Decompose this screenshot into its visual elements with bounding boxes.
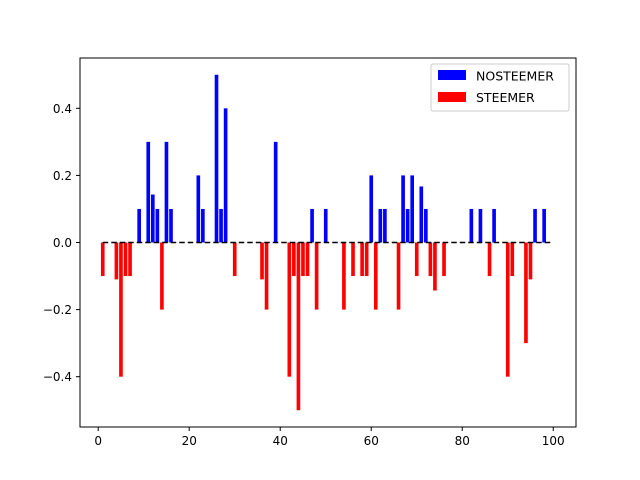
bar-steemer-91 — [510, 242, 515, 277]
x-tick-label: 60 — [364, 434, 379, 448]
bar-steemer-45 — [301, 242, 305, 277]
bar-steemer-74 — [433, 242, 437, 291]
bar-nosteemer-23 — [201, 208, 205, 243]
bar-nosteemer-71 — [419, 186, 424, 243]
legend-swatch-nosteemer — [438, 70, 466, 80]
bar-steemer-43 — [292, 242, 296, 277]
bar-steemer-58 — [360, 242, 364, 277]
bar-steemer-56 — [351, 242, 355, 277]
bar-nosteemer-98 — [542, 208, 546, 243]
y-tick-label: 0.2 — [53, 169, 72, 183]
bar-nosteemer-27 — [219, 208, 223, 243]
legend-label-nosteemer: NOSTEEMER — [476, 69, 554, 84]
x-tick-label: 100 — [542, 434, 565, 448]
bar-steemer-59 — [364, 242, 369, 277]
bar-steemer-61 — [373, 242, 378, 310]
bar-nosteemer-60 — [369, 175, 374, 243]
x-tick-label: 0 — [94, 434, 102, 448]
y-axis: −0.4 −0.2 0.0 0.2 0.4 — [43, 102, 80, 384]
bar-steemer-66 — [396, 242, 401, 310]
bar-steemer-86 — [487, 242, 492, 277]
bar-nosteemer-28 — [223, 108, 228, 243]
bar-nosteemer-12 — [150, 194, 155, 243]
bar-steemer-37 — [264, 242, 269, 310]
bar-steemer-44 — [296, 242, 301, 411]
bar-steemer-48 — [314, 242, 319, 310]
bar-steemer-4 — [114, 242, 119, 280]
bar-steemer-7 — [128, 242, 132, 277]
bar-nosteemer-50 — [323, 208, 328, 243]
bar-steemer-6 — [123, 242, 128, 277]
bar-steemer-36 — [260, 242, 264, 280]
x-axis: 0 20 40 60 80 100 — [94, 427, 565, 448]
legend-swatch-steemer — [438, 92, 466, 102]
y-tick-label: 0.4 — [53, 102, 72, 116]
bar-steemer-54 — [342, 242, 346, 310]
bar-steemer-94 — [524, 242, 528, 344]
y-tick-label: 0.0 — [53, 236, 72, 250]
bar-steemer-46 — [305, 242, 310, 277]
bar-steemer-14 — [160, 242, 164, 310]
legend-label-steemer: STEEMER — [476, 90, 535, 105]
x-tick-label: 20 — [182, 434, 197, 448]
bar-steemer-30 — [232, 242, 237, 277]
x-tick-label: 40 — [273, 434, 288, 448]
bar-nosteemer-82 — [469, 208, 474, 243]
bar-nosteemer-84 — [478, 208, 483, 243]
bar-nosteemer-39 — [273, 141, 278, 243]
y-tick-label: −0.2 — [43, 303, 72, 317]
bar-steemer-95 — [528, 242, 533, 280]
bar-steemer-76 — [442, 242, 446, 277]
bar-nosteemer-96 — [533, 208, 537, 243]
bar-nosteemer-68 — [405, 208, 410, 243]
bar-nosteemer-62 — [378, 208, 383, 243]
bar-nosteemer-87 — [492, 208, 496, 243]
x-tick-label: 80 — [455, 434, 470, 448]
y-tick-label: −0.4 — [43, 370, 72, 384]
bar-steemer-90 — [505, 242, 510, 377]
bar-steemer-73 — [428, 242, 433, 277]
bar-nosteemer-15 — [164, 141, 169, 243]
bar-nosteemer-11 — [146, 141, 151, 243]
bar-nosteemer-63 — [383, 208, 387, 243]
bars-layer — [100, 74, 546, 411]
bar-nosteemer-9 — [137, 208, 141, 243]
bar-nosteemer-67 — [401, 175, 405, 243]
bar-nosteemer-72 — [424, 208, 428, 243]
bar-steemer-42 — [287, 242, 292, 377]
bar-nosteemer-16 — [169, 208, 173, 243]
bar-steemer-5 — [119, 242, 123, 377]
bar-nosteemer-26 — [214, 74, 219, 243]
bar-steemer-70 — [414, 242, 419, 277]
bar-nosteemer-13 — [155, 208, 160, 243]
legend: NOSTEEMER STEEMER — [430, 63, 570, 112]
bar-nosteemer-22 — [196, 175, 201, 243]
bar-nosteemer-47 — [310, 208, 314, 243]
bar-steemer-1 — [100, 242, 105, 277]
bar-nosteemer-69 — [410, 175, 415, 243]
